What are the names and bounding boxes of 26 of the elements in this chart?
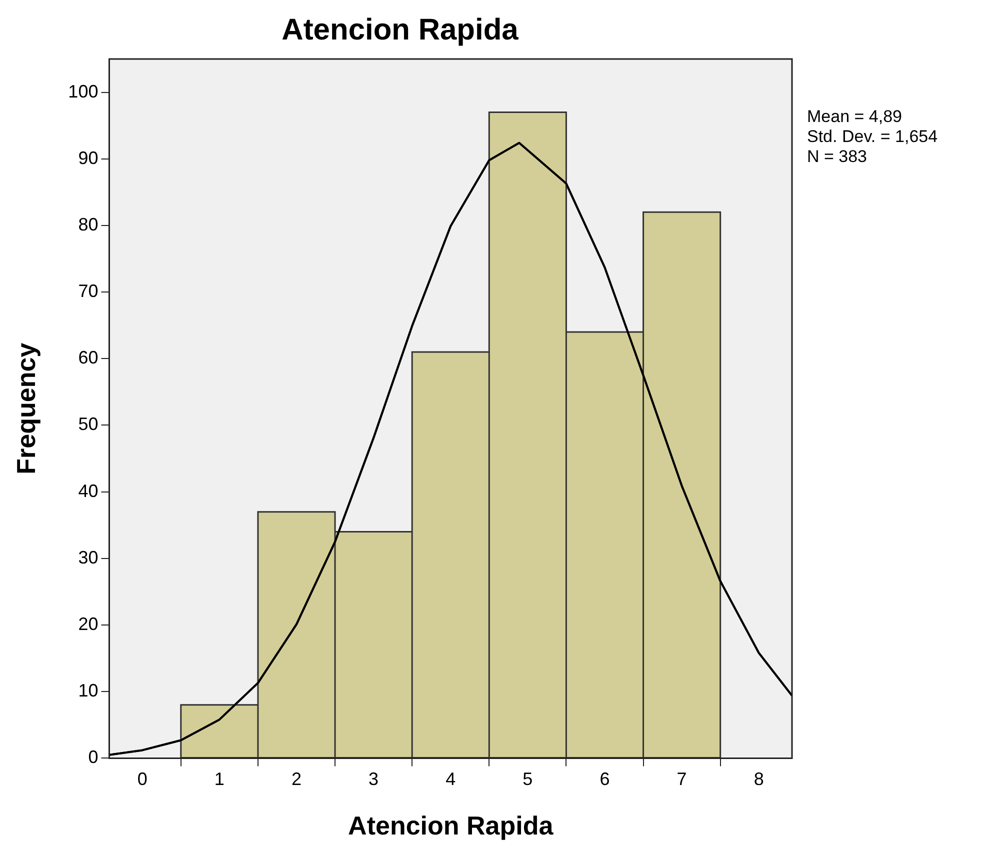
x-tick-label: 1 <box>214 768 224 789</box>
y-axis-title: Frequency <box>10 342 41 474</box>
y-tick-label: 60 <box>78 348 98 368</box>
y-tick-label: 50 <box>78 414 98 434</box>
y-tick-label: 0 <box>88 747 98 768</box>
x-tick-label: 7 <box>676 768 687 789</box>
y-tick-label: 100 <box>68 81 98 102</box>
x-tick-label: 5 <box>522 768 533 789</box>
y-tick-label: 90 <box>78 148 98 168</box>
y-tick-label: 70 <box>78 281 98 302</box>
x-tick-label: 8 <box>754 768 764 789</box>
y-tick-label: 80 <box>78 214 98 234</box>
x-tick-label: 6 <box>600 768 610 789</box>
x-tick-label: 2 <box>291 768 302 789</box>
text: N = 383 <box>807 147 868 166</box>
x-axis-title: Atencion Rapida <box>348 810 554 841</box>
y-tick-label: 30 <box>78 547 98 568</box>
text: Std. Dev. = 1,654 <box>807 127 938 146</box>
y-tick-label: 10 <box>78 680 98 701</box>
x-tick-label: 0 <box>137 768 148 789</box>
y-tick-label: 20 <box>78 614 98 634</box>
text: Mean = 4,89 <box>807 107 902 126</box>
x-tick-label: 4 <box>446 768 456 789</box>
y-tick-label: 40 <box>78 480 98 501</box>
x-tick-label: 3 <box>368 768 379 789</box>
chart-title: Atencion Rapida <box>282 13 519 46</box>
